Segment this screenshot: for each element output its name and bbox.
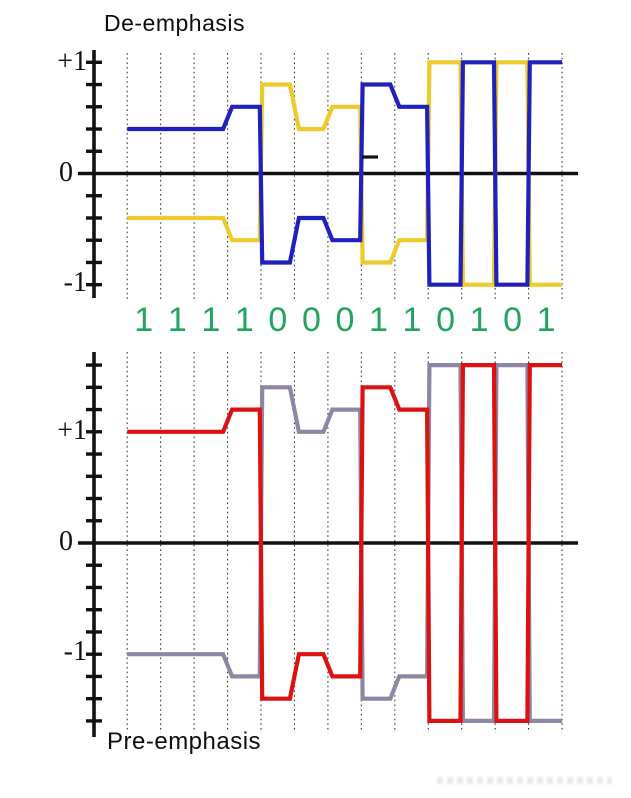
top-ytick-label-zero: 0 [59,157,73,188]
bit-digit: 0 [268,301,288,339]
bit-digit: 1 [234,301,254,339]
bit-digit: 1 [469,301,489,339]
de-emphasis-waveform-d-plus [127,60,563,287]
bit-digit: 0 [335,301,355,339]
bit-digit: 1 [402,301,422,339]
bit-digit: 0 [301,301,321,339]
bit-digit: 1 [201,301,221,339]
top-ytick-label-minus1: -1 [63,267,87,298]
pre-emphasis-waveform-d-plus [127,363,563,723]
bit-digit: 1 [369,301,388,339]
watermark [437,777,612,784]
bottom-ytick-label-plus1: +1 [57,415,87,446]
bottom-ytick-label-zero: 0 [59,526,73,557]
bottom-chart-title: Pre-emphasis [107,728,262,755]
bit-digit: 1 [536,301,556,339]
bit-digit: 1 [167,301,187,339]
bit-digit: 0 [436,301,455,339]
top-ytick-label-plus1: +1 [57,46,87,77]
top-chart-title: De-emphasis [104,10,245,36]
bottom-ytick-label-minus1: -1 [63,636,87,667]
bit-digit: 1 [134,301,154,339]
bit-digit: 0 [503,301,523,339]
